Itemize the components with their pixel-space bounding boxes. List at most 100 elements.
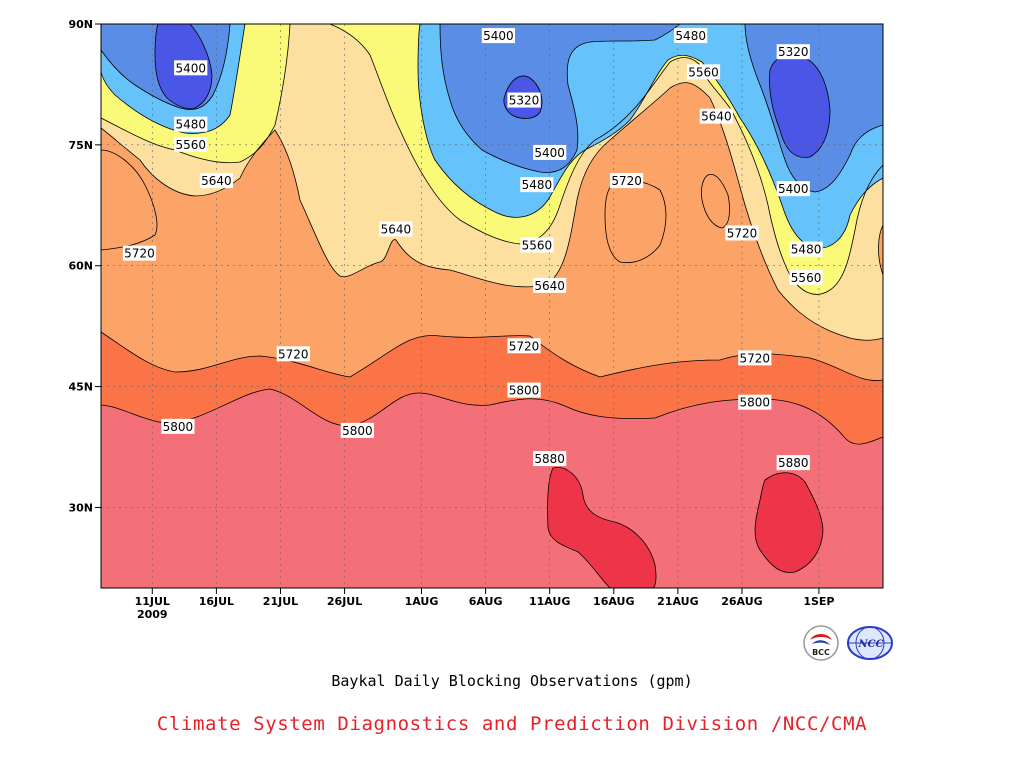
band-5720-high-c <box>701 174 730 228</box>
band-5960-b-line <box>754 472 824 573</box>
contour-label: 5720 <box>727 226 758 240</box>
contour-label: 5720 <box>278 347 309 361</box>
band-5400-b-line <box>439 24 681 173</box>
contour-label-bg <box>174 136 208 152</box>
x-tick-label: 1AUG <box>405 595 439 608</box>
plot-frame <box>100 23 884 589</box>
band-5560-line <box>101 24 883 295</box>
contour-label-bg <box>507 382 541 398</box>
chart-title: Baykal Daily Blocking Observations (gpm) <box>331 672 693 690</box>
x-tick-label: 16JUL <box>199 595 234 608</box>
contour-label: 5640 <box>534 279 565 293</box>
contour-label-bg <box>776 455 810 471</box>
contour-label: 5720 <box>509 339 540 353</box>
band-5720-high-c-line <box>700 173 730 229</box>
contour-label: 5480 <box>522 178 553 192</box>
contour-label-bg <box>789 269 823 285</box>
contour-label: 5320 <box>778 45 809 59</box>
band-5720-high-a <box>101 150 157 250</box>
band-5960-b <box>755 472 823 573</box>
contour-label-bg <box>340 422 374 438</box>
x-tick-label: 16AUG <box>593 595 634 608</box>
y-tick-label: 30N <box>68 501 93 514</box>
contour-label: 5400 <box>778 182 809 196</box>
y-tick-label: 90N <box>68 18 93 31</box>
contour-label-bg <box>379 221 413 237</box>
x-tick-label: 26JUL <box>327 595 362 608</box>
y-axis: 30N 45N 60N 75N 90N <box>68 18 101 514</box>
contour-label: 5720 <box>611 174 642 188</box>
contour-label-bg <box>520 237 554 253</box>
contour-label-bg <box>789 241 823 257</box>
contour-label: 5400 <box>483 29 514 43</box>
contour-label-bg <box>776 181 810 197</box>
ncc-logo: NCC <box>847 626 893 660</box>
contour-label-bg <box>520 177 554 193</box>
band-5720-high-b <box>605 180 666 263</box>
contour-label-bg <box>533 144 567 160</box>
contour-fills <box>101 24 883 588</box>
contour-label-bg <box>507 92 541 108</box>
y-tick-label: 60N <box>68 260 93 273</box>
contour-label-bg <box>699 108 733 124</box>
contour-label: 5640 <box>381 222 412 236</box>
contour-label-bg <box>533 277 567 293</box>
contour-label: 5480 <box>675 29 706 43</box>
x-tick-label: 11AUG <box>529 595 570 608</box>
contour-label-bg <box>610 173 644 189</box>
contour-label-bg <box>507 338 541 354</box>
contour-label: 5880 <box>778 456 809 470</box>
band-5640-line <box>101 24 883 341</box>
contour-label: 5800 <box>342 424 373 438</box>
contour-label-bg <box>674 28 708 44</box>
x-tick-label: 6AUG <box>469 595 503 608</box>
contour-label: 5560 <box>791 271 822 285</box>
band-5320-c <box>769 55 830 158</box>
x-tick-label: 1SEP <box>803 595 834 608</box>
band-5480-line <box>101 24 246 134</box>
credit-line: Climate System Diagnostics and Predictio… <box>156 713 868 735</box>
bcc-logo: BCC <box>803 625 839 661</box>
band-5960 <box>547 467 656 588</box>
contour-label-bg <box>481 28 516 44</box>
band-5320-b-line <box>503 75 543 119</box>
contour-label-bg <box>199 173 233 189</box>
contour-label: 5800 <box>163 420 194 434</box>
contour-label: 5800 <box>509 384 540 398</box>
contour-label: 5720 <box>740 351 771 365</box>
contour-label-bg <box>533 451 567 467</box>
contour-label-bg <box>161 418 195 434</box>
contour-label: 5400 <box>175 61 206 75</box>
contour-label: 5320 <box>509 94 540 108</box>
contour-label: 5560 <box>522 239 553 253</box>
contour-label: 5560 <box>688 65 719 79</box>
contour-label-bg <box>776 44 810 60</box>
contour-label-bg <box>276 346 310 362</box>
band-5320-line <box>154 24 213 109</box>
contour-label: 5480 <box>175 118 206 132</box>
contour-label: 5640 <box>701 110 732 124</box>
contour-label: 5720 <box>124 247 155 261</box>
band-5800-line <box>101 24 883 445</box>
band-5720-line <box>101 24 883 381</box>
x-tick-label: 26AUG <box>721 595 762 608</box>
y-tick-label: 45N <box>68 381 93 394</box>
band-5960-line <box>547 467 657 588</box>
x-tick-label: 21JUL <box>263 595 298 608</box>
x-tick-label: 11JUL <box>135 595 170 608</box>
contour-label: 5800 <box>740 396 771 410</box>
contour-label-bg <box>122 245 157 261</box>
contour-label: 5560 <box>175 138 206 152</box>
bcc-logo-text: BCC <box>812 648 830 657</box>
contour-label: 5640 <box>201 174 232 188</box>
contour-label-bg <box>738 394 772 410</box>
contour-label-bg <box>725 225 759 241</box>
band-5720-high-b-line <box>604 180 667 264</box>
contour-label-bg <box>174 60 208 76</box>
contour-label: 5400 <box>534 146 565 160</box>
x-tick-label: 21AUG <box>657 595 698 608</box>
ncc-logo-text: NCC <box>857 639 883 650</box>
contour-label-bg <box>686 64 721 80</box>
y-tick-label: 75N <box>68 139 93 152</box>
